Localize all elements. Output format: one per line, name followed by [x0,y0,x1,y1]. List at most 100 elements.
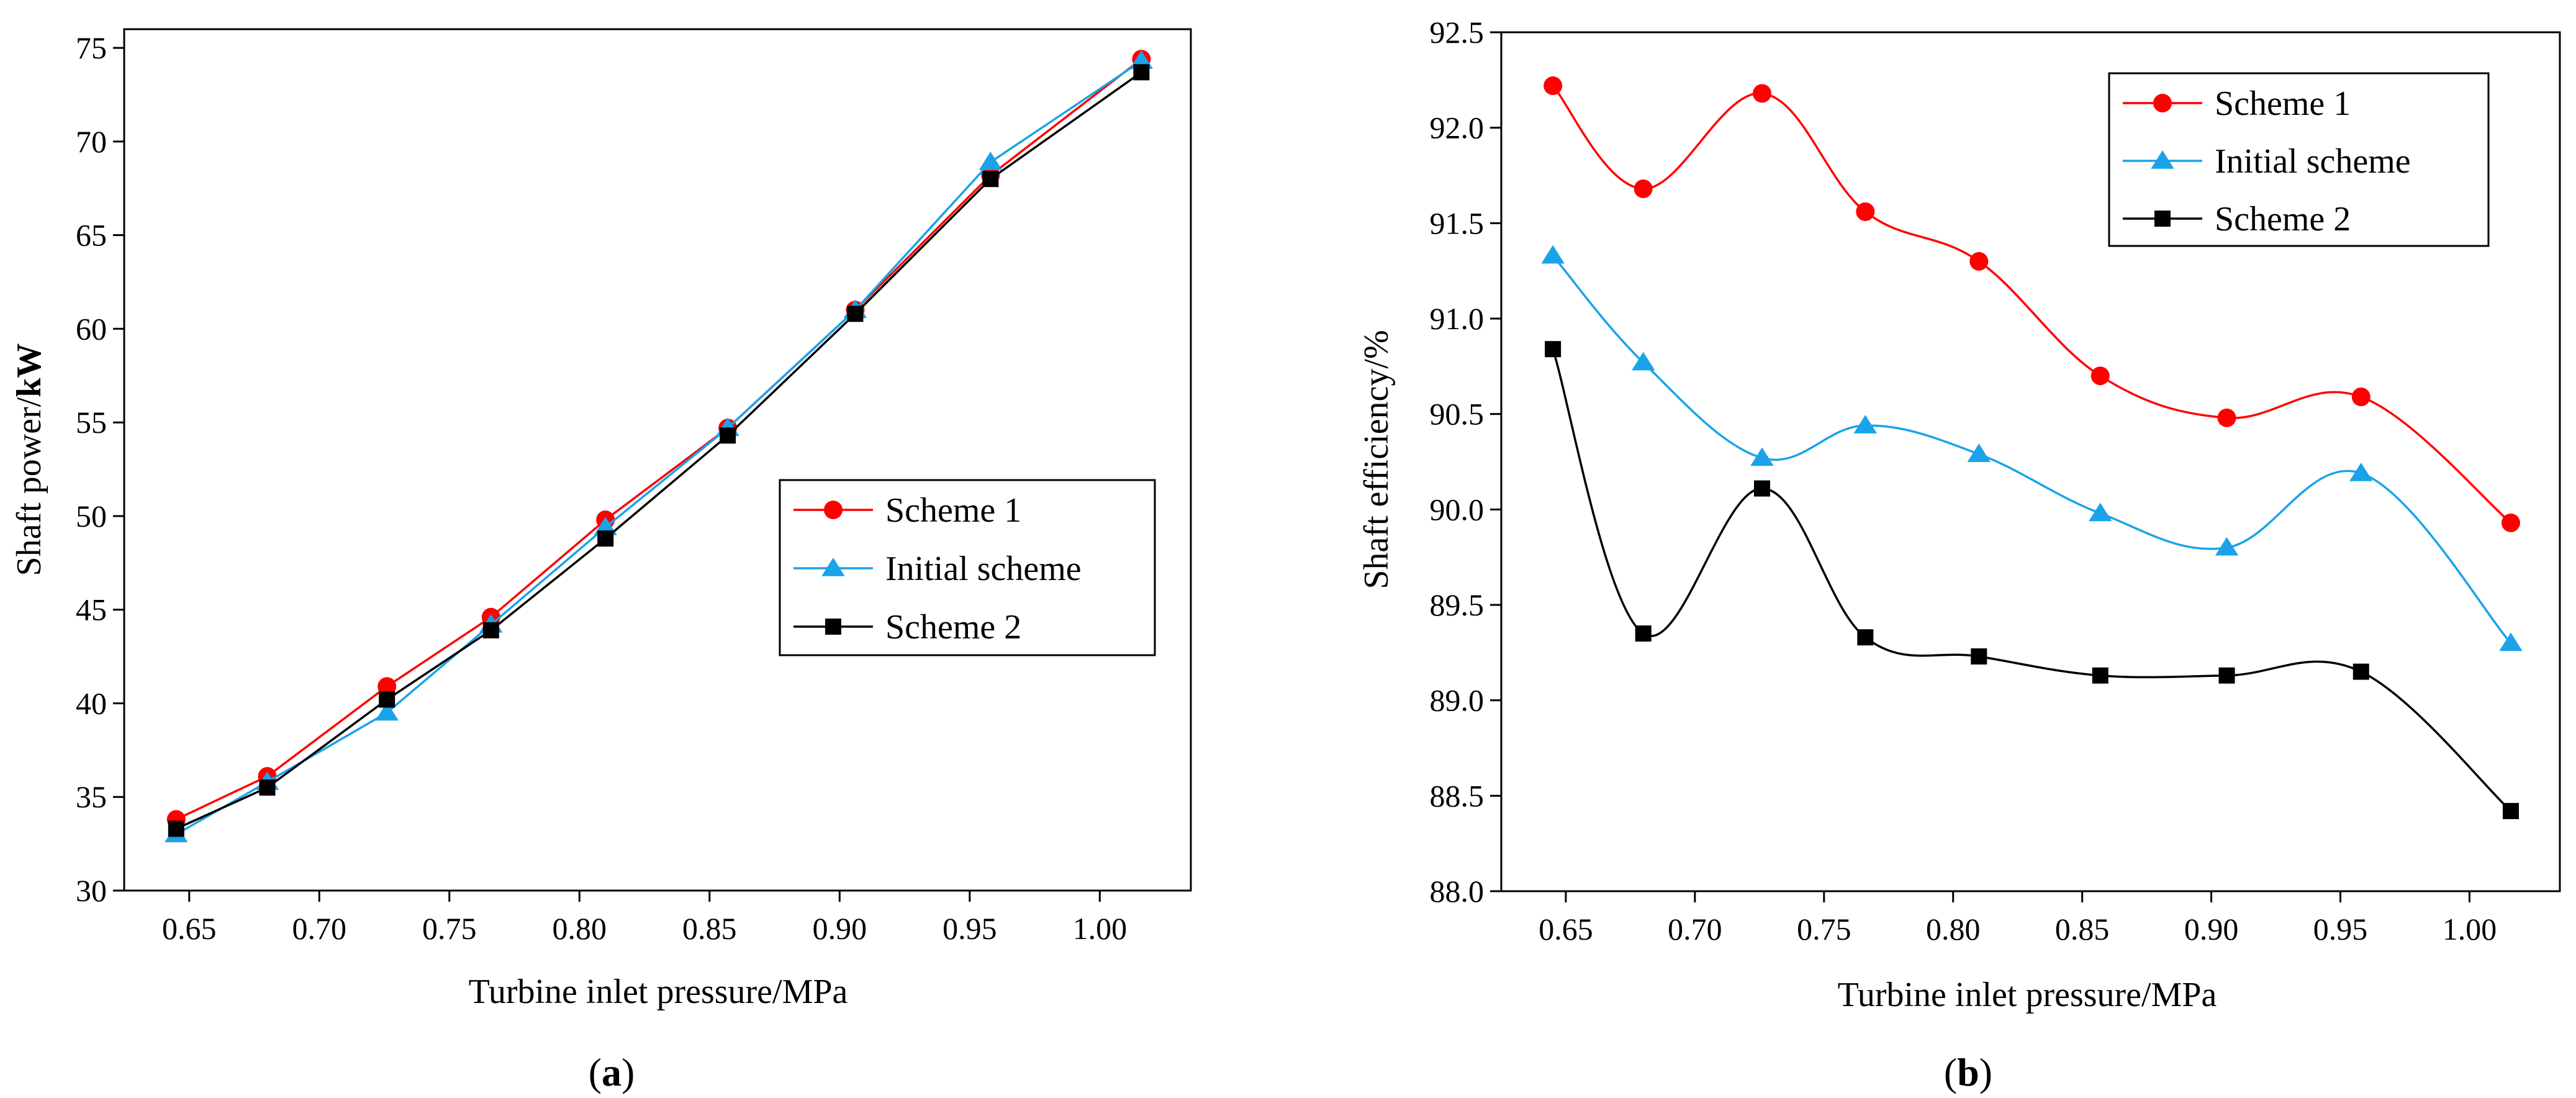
legend-box-a [779,479,1156,656]
data-point-initial-scheme [375,702,399,721]
legend-marker [825,619,841,635]
panel-a-shaft-power: 0.65 0.70 0.75 0.80 0.85 0.90 0.95 1.00 30 35 40 45… [10,28,1192,1094]
y-axis-title-a: Shaft power/kW [10,343,48,576]
y-axis-title-a-unit: kW [10,343,48,397]
data-point-scheme-2 [1857,629,1874,646]
data-point-scheme-1 [1753,84,1772,103]
data-point-initial-scheme [978,152,1003,170]
series-line-scheme-2 [1552,348,2512,812]
data-point-scheme-2 [2092,667,2108,684]
x-tick-label: 0.85 [682,911,737,946]
x-tick-label: 0.90 [813,911,867,946]
data-point-initial-scheme [2349,462,2373,481]
series-scheme-2 [1545,341,2519,819]
data-point-scheme-2 [847,306,864,322]
y-tick-label: 90.5 [1430,397,1485,432]
y-tick-label: 65 [76,218,107,253]
data-point-scheme-2 [259,779,276,796]
data-point-initial-scheme [1541,245,1565,264]
data-point-scheme-2 [597,530,614,547]
series-a [165,50,1154,843]
series-scheme-1 [166,50,1151,829]
legend-b: Scheme 1 Initial scheme Scheme 2 [2108,72,2490,247]
x-tick-label: 0.90 [2184,912,2239,946]
panel-label-b: (b) [1944,1050,1992,1094]
x-ticks-b: 0.65 0.70 0.75 0.80 0.85 0.90 0.95 1.00 88.0 88.5… [1430,15,2497,946]
data-point-initial-scheme [2215,537,2239,556]
data-point-scheme-2 [482,622,499,638]
data-point-initial-scheme [1967,443,1991,462]
data-point-scheme-1 [2501,513,2520,532]
y-tick-label: 89.0 [1430,683,1485,718]
legend-item-scheme-1: Scheme 1 [793,491,1021,530]
legend-marker [824,501,843,519]
data-point-scheme-2 [1545,341,1561,358]
y-tick-label: 40 [76,686,107,720]
data-point-initial-scheme [1750,447,1774,466]
series-line-initial-scheme [1552,255,2512,644]
legend-label: Scheme 2 [2215,200,2351,238]
legend-item-initial-scheme: Initial scheme [2123,142,2411,181]
panel-label-a: (a) [589,1050,635,1094]
legend-label: Scheme 2 [885,608,1021,647]
data-point-scheme-2 [1971,648,1987,665]
x-axis-title-b: Turbine inlet pressure/MPa [1838,976,2217,1014]
data-point-scheme-1 [2351,388,2370,407]
data-point-initial-scheme [1632,352,1655,371]
data-point-scheme-1 [1543,76,1563,96]
x-tick-label: 0.65 [162,911,217,946]
series-initial-scheme [1541,245,2523,651]
x-tick-label: 0.75 [1797,912,1851,946]
data-point-scheme-2 [720,427,736,444]
y-tick-label: 88.5 [1430,778,1485,813]
y-tick-label: 60 [76,311,107,346]
x-tick-label: 1.00 [1073,911,1128,946]
data-point-scheme-1 [1856,202,1875,221]
legend-item-scheme-2: Scheme 2 [793,608,1021,647]
plot-frame-a [123,28,1192,892]
y-tick-label: 88.0 [1430,874,1485,909]
y-tick-label: 35 [76,779,107,814]
y-tick-label: 45 [76,592,107,627]
panel-b-shaft-efficiency: 0.65 0.70 0.75 0.80 0.85 0.90 0.95 1.00 88.0 88.5… [1357,15,2561,1094]
y-tick-label: 55 [76,405,107,440]
data-point-scheme-2 [1754,480,1771,497]
x-tick-label: 0.70 [1668,912,1722,946]
legend-marker [2153,94,2172,112]
data-point-initial-scheme [2499,632,2523,651]
y-tick-label: 75 [76,30,107,65]
y-tick-label: 91.5 [1430,206,1485,240]
y-tick-label: 70 [76,124,107,159]
data-point-scheme-1 [1634,179,1653,199]
x-ticks-a: 0.65 0.70 0.75 0.80 0.85 0.90 0.95 1.00 30 35 40 45… [76,30,1127,946]
legend-marker [2151,150,2174,169]
x-tick-label: 0.85 [2055,912,2110,946]
x-tick-label: 0.80 [553,911,607,946]
data-point-initial-scheme [1853,415,1878,433]
legend-label: Initial scheme [885,550,1082,588]
data-point-scheme-2 [1635,625,1652,642]
x-tick-label: 0.95 [942,911,997,946]
data-point-scheme-2 [1133,64,1150,81]
y-tick-label: 90.0 [1430,492,1485,527]
data-point-scheme-1 [2217,408,2236,427]
y-tick-label: 50 [76,499,107,533]
x-tick-label: 0.75 [422,911,477,946]
legend-item-scheme-1: Scheme 1 [2123,84,2351,123]
x-tick-label: 0.65 [1539,912,1593,946]
y-tick-label: 30 [76,873,107,908]
legend-a: Scheme 1 Initial scheme Scheme 2 [779,479,1156,656]
y-tick-label: 92.5 [1430,15,1485,50]
plot-frame-b [1500,31,2561,892]
x-tick-label: 1.00 [2443,912,2497,946]
y-axis-title-a-prefix: Shaft power/ [10,397,48,576]
y-tick-label: 89.5 [1430,588,1485,622]
data-point-scheme-2 [2218,667,2235,684]
legend-item-initial-scheme: Initial scheme [793,550,1082,588]
legend-box-b [2108,72,2490,247]
legend-marker [2154,211,2171,227]
x-tick-label: 0.70 [292,911,347,946]
legend-marker [821,558,845,576]
series-scheme-2 [168,64,1150,837]
